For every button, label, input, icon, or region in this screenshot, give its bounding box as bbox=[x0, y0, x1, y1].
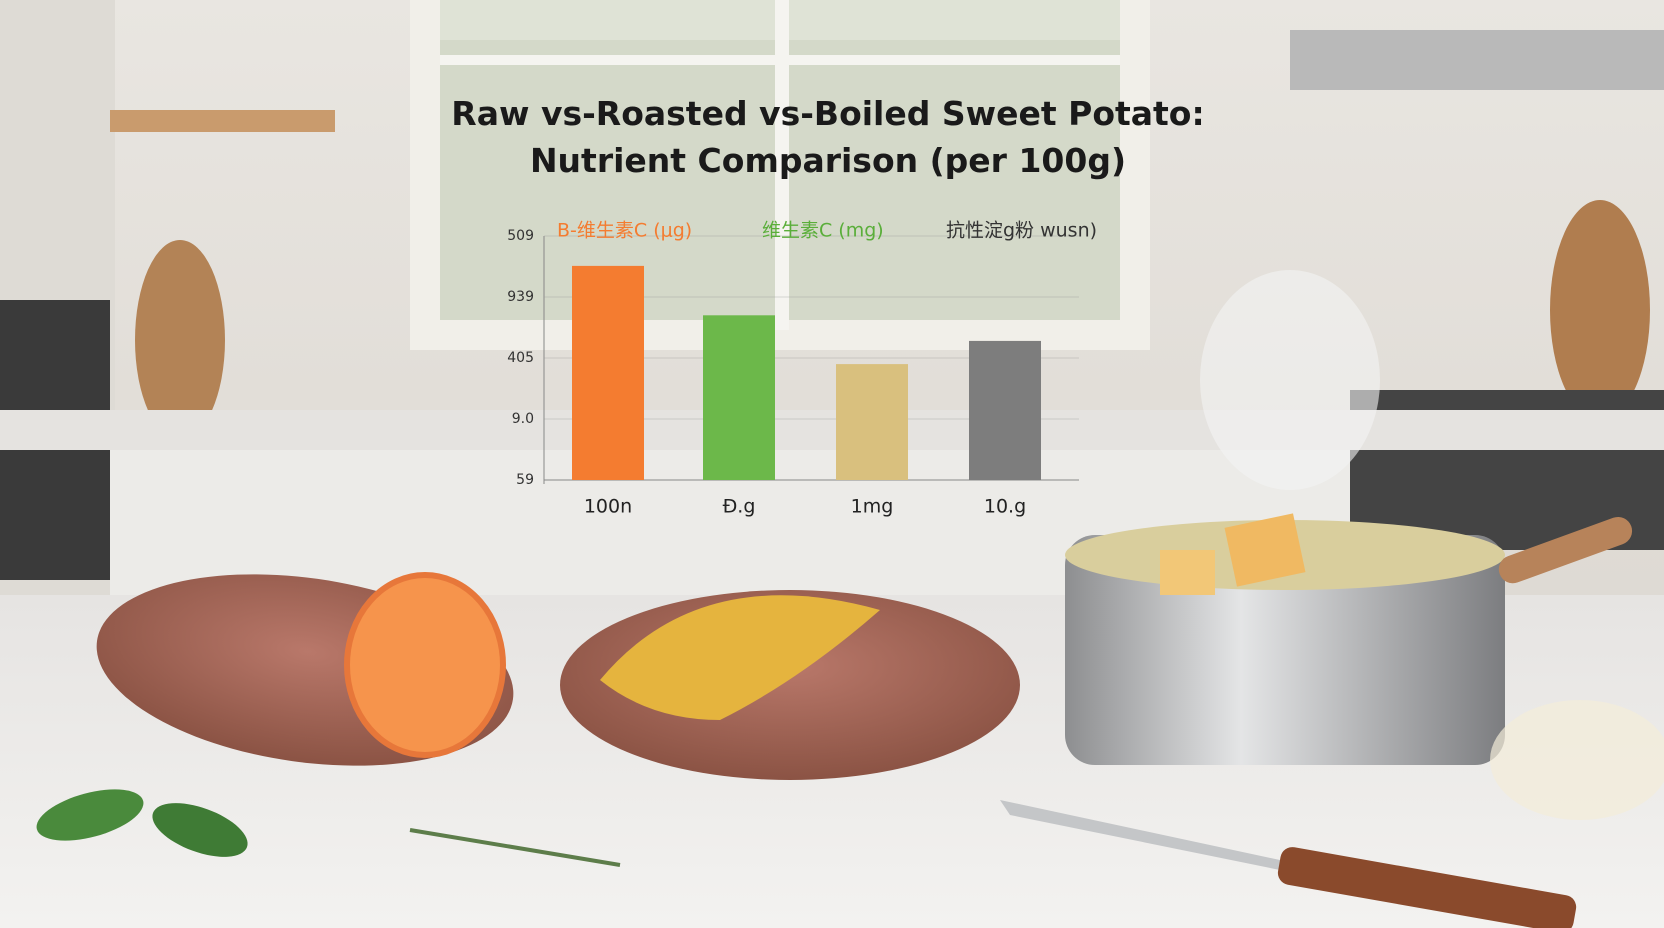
bar bbox=[836, 364, 908, 480]
y-tick-label: 59 bbox=[516, 472, 534, 488]
x-tick-label: 1mg bbox=[851, 496, 894, 518]
legend-entry: 维生素C (mg) bbox=[762, 220, 884, 242]
bar bbox=[703, 315, 775, 480]
legend-entry: 抗性淀g粉 wusn) bbox=[946, 220, 1097, 242]
x-tick-label: Ɖ.g bbox=[723, 496, 756, 518]
food-illustration bbox=[36, 513, 1664, 928]
x-tick-label: 10.g bbox=[984, 496, 1026, 518]
bar bbox=[572, 265, 644, 480]
chart-title: Raw vs-Roasted vs-Boiled Sweet Potato: bbox=[451, 94, 1204, 133]
x-tick-label: 100n bbox=[584, 496, 632, 518]
chart-title: Nutrient Comparison (per 100g) bbox=[530, 141, 1126, 180]
y-tick-label: 405 bbox=[507, 350, 534, 366]
bar bbox=[969, 340, 1041, 480]
legend-entry: B-维生素C (μg) bbox=[557, 220, 692, 242]
y-tick-label: 939 bbox=[507, 289, 534, 305]
y-tick-label: 9.0 bbox=[512, 411, 534, 427]
y-tick-label: 509 bbox=[507, 228, 534, 244]
